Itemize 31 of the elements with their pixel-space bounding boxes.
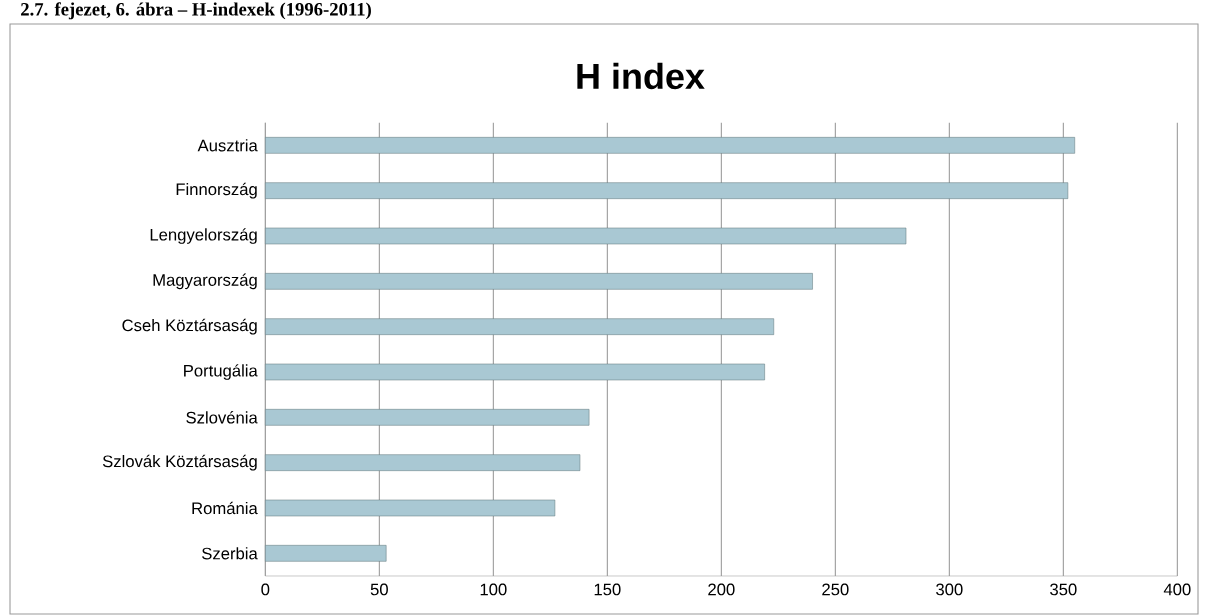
x-tick-label: 50 [370,583,388,596]
x-tick-label: 150 [594,583,621,596]
x-tick-label: 200 [708,583,735,596]
bar [265,227,907,245]
y-tick-label: Ausztria [197,139,258,152]
bar [265,182,1069,199]
x-tick-label: 0 [261,583,270,596]
y-tick-label: Finnország [176,182,257,199]
bar [265,499,556,517]
y-tick-label: Szerbia [202,547,258,560]
x-tick-label: 250 [822,583,849,596]
text: 2.7. fejezet, 6. ábra – H-indexek (1996-2011) [21,2,371,20]
x-tick-label: 400 [1163,583,1191,596]
bar [265,454,581,471]
bar [265,137,1075,154]
chart-title: H index [577,62,705,90]
y-tick-label: Szlovénia [186,411,258,424]
y-tick-label: Szlovák Köztársaság [102,454,257,471]
y-tick-label: Lengyelország [150,228,257,244]
y-tick-label: Magyarország [153,273,257,290]
x-tick-label: 100 [480,583,507,596]
bar [265,363,765,381]
y-tick-label: Cseh Köztársaság [122,318,257,335]
y-tick-label: Portugália [184,364,258,380]
y-tick-label: Románia [192,501,258,515]
x-tick-label: 350 [1050,583,1077,596]
bar [265,318,775,335]
bar [265,545,387,562]
x-tick-label: 300 [936,583,963,596]
bar [265,409,590,426]
bar [265,273,813,290]
